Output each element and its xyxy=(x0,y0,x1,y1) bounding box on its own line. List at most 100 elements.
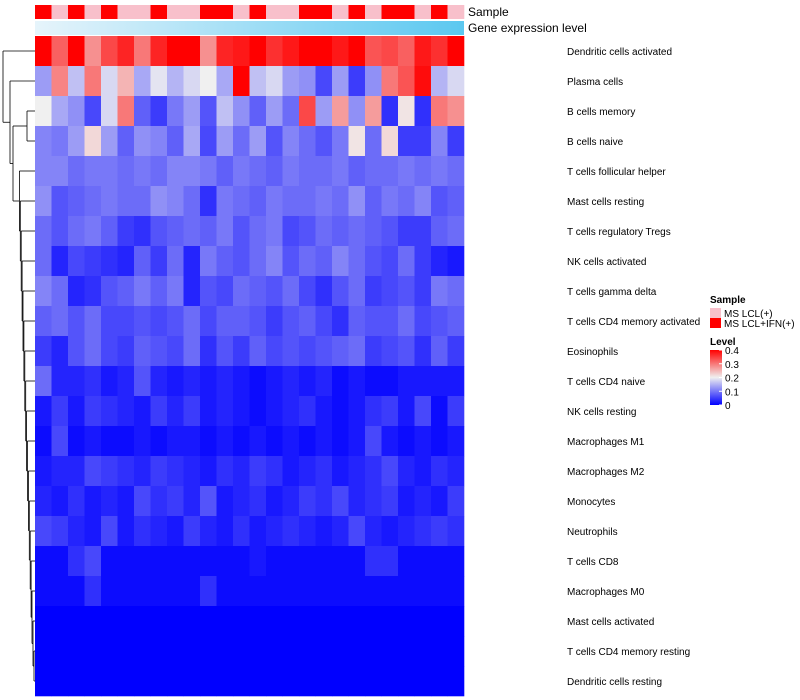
gene-expression-annotation-bar xyxy=(35,21,464,35)
heatmap-cell xyxy=(183,306,201,337)
heatmap-cell xyxy=(282,276,300,307)
sample-annotation-cell xyxy=(134,5,151,19)
heatmap-cell xyxy=(167,66,184,97)
heatmap-cell xyxy=(266,516,283,547)
heatmap-cell xyxy=(35,456,52,487)
heatmap-cell xyxy=(447,276,465,307)
heatmap-cell xyxy=(249,276,267,307)
heatmap-cell xyxy=(431,396,448,427)
heatmap-cell xyxy=(447,576,465,607)
heatmap-cell xyxy=(183,666,201,697)
heatmap-cell xyxy=(381,516,399,547)
heatmap-cell xyxy=(167,576,184,607)
heatmap-cell xyxy=(200,276,217,307)
heatmap-cell xyxy=(233,246,250,277)
heatmap-cell xyxy=(282,246,300,277)
row-label: T cells CD4 naive xyxy=(567,377,646,388)
heatmap-cell xyxy=(167,276,184,307)
heatmap-cell xyxy=(167,336,184,367)
heatmap-cell xyxy=(299,156,316,187)
heatmap-cell xyxy=(299,216,316,247)
heatmap-cell xyxy=(332,156,349,187)
sample-annotation-cell xyxy=(200,5,217,19)
heatmap-cell xyxy=(414,156,432,187)
heatmap-cell xyxy=(249,636,267,667)
heatmap-cell xyxy=(233,126,250,157)
heatmap-cell xyxy=(117,636,135,667)
row-label: Monocytes xyxy=(567,497,615,508)
heatmap-cell xyxy=(348,36,366,67)
heatmap-cell xyxy=(51,66,69,97)
heatmap-cell xyxy=(150,336,168,367)
heatmap-cell xyxy=(84,576,102,607)
heatmap-cell xyxy=(365,456,382,487)
heatmap-cell xyxy=(348,456,366,487)
heatmap-cell xyxy=(431,546,448,577)
heatmap-cell xyxy=(414,186,432,217)
heatmap-cell xyxy=(134,456,151,487)
heatmap-cell xyxy=(431,426,448,457)
heatmap-cell xyxy=(101,456,118,487)
heatmap-cell xyxy=(266,546,283,577)
heatmap-cell xyxy=(150,366,168,397)
heatmap-cell xyxy=(414,486,432,517)
heatmap-cell xyxy=(200,456,217,487)
heatmap-cell xyxy=(68,66,85,97)
sample-annotation-cell xyxy=(101,5,118,19)
heatmap-cell xyxy=(117,156,135,187)
heatmap-cell xyxy=(431,456,448,487)
heatmap-cell xyxy=(299,36,316,67)
heatmap-cell xyxy=(249,306,267,337)
heatmap-cell xyxy=(315,306,333,337)
heatmap-cell xyxy=(101,546,118,577)
heatmap-cell xyxy=(84,156,102,187)
heatmap-cell xyxy=(233,636,250,667)
heatmap-cell xyxy=(68,126,85,157)
level-legend-tick-label: 0 xyxy=(725,401,731,412)
heatmap-cell xyxy=(266,186,283,217)
level-legend-tick-label: 0.4 xyxy=(725,346,739,357)
heatmap-cell xyxy=(414,396,432,427)
heatmap-cell xyxy=(84,426,102,457)
heatmap-cell xyxy=(431,246,448,277)
heatmap-cell xyxy=(150,576,168,607)
heatmap-cell xyxy=(315,216,333,247)
heatmap-cell xyxy=(282,666,300,697)
heatmap-cell xyxy=(266,126,283,157)
heatmap-cell xyxy=(348,336,366,367)
sample-annotation-cell xyxy=(233,5,250,19)
heatmap-cell xyxy=(150,186,168,217)
heatmap-cell xyxy=(101,156,118,187)
heatmap-cell xyxy=(381,96,399,127)
heatmap-cell xyxy=(134,126,151,157)
heatmap-cell xyxy=(381,546,399,577)
heatmap-cell xyxy=(51,96,69,127)
heatmap-cell xyxy=(315,486,333,517)
heatmap-cell xyxy=(183,96,201,127)
heatmap-cell xyxy=(266,96,283,127)
heatmap-cell xyxy=(282,216,300,247)
heatmap-cell xyxy=(447,366,465,397)
heatmap-cell xyxy=(35,186,52,217)
heatmap-cell xyxy=(381,66,399,97)
row-label: Macrophages M2 xyxy=(567,467,645,478)
heatmap-cell xyxy=(431,156,448,187)
heatmap-cell xyxy=(365,246,382,277)
heatmap-cell xyxy=(332,426,349,457)
row-label: T cells gamma delta xyxy=(567,287,657,298)
heatmap-cell xyxy=(84,546,102,577)
heatmap-cell xyxy=(35,276,52,307)
heatmap-cell xyxy=(282,576,300,607)
heatmap-cell xyxy=(233,186,250,217)
heatmap-cell xyxy=(431,186,448,217)
heatmap-cell xyxy=(365,216,382,247)
row-label: Mast cells activated xyxy=(567,617,654,628)
sample-annotation-cell xyxy=(381,5,399,19)
heatmap-cell xyxy=(51,246,69,277)
heatmap-cell xyxy=(200,366,217,397)
heatmap-cell xyxy=(282,306,300,337)
heatmap-cell xyxy=(35,36,52,67)
heatmap-cell xyxy=(332,366,349,397)
sample-annotation-cell xyxy=(299,5,316,19)
level-legend: Level 0.4 0.3 0.2 0.1 0 xyxy=(710,337,739,412)
